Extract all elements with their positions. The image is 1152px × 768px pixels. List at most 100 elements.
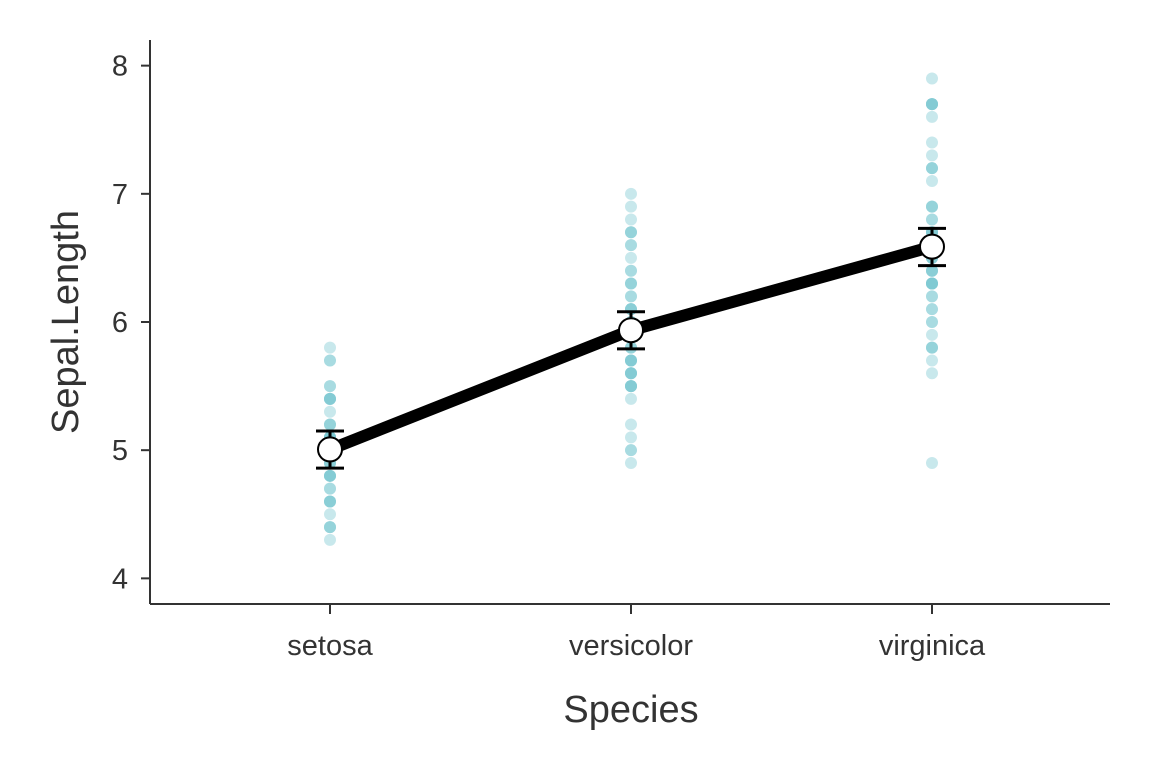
raw-point-virginica <box>926 110 938 123</box>
raw-point-virginica <box>926 290 938 303</box>
raw-point-setosa <box>324 392 336 405</box>
raw-point-versicolor <box>625 251 637 264</box>
x-tick-label-setosa: setosa <box>287 630 373 662</box>
raw-point-virginica <box>926 200 938 213</box>
y-tick-label-6: 6 <box>112 307 128 339</box>
raw-point-setosa <box>324 482 336 495</box>
labels-layer: Species Sepal.Length 4 5 6 7 8 setosa versicol… <box>45 51 986 731</box>
raw-point-versicolor <box>625 380 637 393</box>
raw-point-versicolor <box>625 226 637 239</box>
raw-point-versicolor <box>625 457 637 469</box>
raw-point-virginica <box>926 213 938 226</box>
raw-point-versicolor <box>625 354 637 367</box>
raw-point-virginica <box>926 264 938 277</box>
raw-point-versicolor <box>625 354 637 367</box>
raw-point-versicolor <box>625 277 637 290</box>
mean-points-layer <box>317 233 945 463</box>
x-axis-title: Species <box>563 689 698 731</box>
raw-point-versicolor <box>625 354 637 367</box>
raw-point-versicolor <box>625 290 637 303</box>
raw-point-virginica <box>926 277 938 290</box>
raw-point-virginica <box>926 277 938 290</box>
raw-point-virginica <box>926 200 938 213</box>
raw-point-virginica <box>926 457 938 469</box>
raw-point-versicolor <box>625 380 637 393</box>
raw-point-virginica <box>926 98 938 111</box>
raw-point-setosa <box>324 508 336 521</box>
raw-point-versicolor <box>625 444 637 457</box>
raw-point-setosa <box>324 405 336 418</box>
raw-point-setosa <box>324 392 336 405</box>
raw-point-versicolor <box>625 290 637 303</box>
raw-point-virginica <box>926 98 938 111</box>
raw-point-setosa <box>324 469 336 482</box>
raw-point-setosa <box>324 469 336 482</box>
raw-point-setosa <box>324 392 336 405</box>
raw-point-virginica <box>926 72 938 85</box>
raw-point-virginica <box>926 328 938 341</box>
raw-point-setosa <box>324 521 336 534</box>
raw-point-setosa <box>324 392 336 405</box>
raw-point-setosa <box>324 418 336 431</box>
raw-point-virginica <box>926 264 938 277</box>
raw-point-virginica <box>926 98 938 111</box>
raw-point-setosa <box>324 533 336 546</box>
raw-point-virginica <box>926 341 938 354</box>
raw-point-virginica <box>926 277 938 290</box>
raw-point-virginica <box>926 341 938 354</box>
y-tick-label-4: 4 <box>112 563 128 595</box>
raw-point-virginica <box>926 200 938 213</box>
raw-point-versicolor <box>625 367 637 380</box>
raw-point-virginica <box>926 264 938 277</box>
raw-point-setosa <box>324 469 336 482</box>
raw-point-setosa <box>324 521 336 534</box>
raw-point-virginica <box>926 175 938 187</box>
raw-point-setosa <box>324 495 336 508</box>
raw-point-versicolor <box>625 226 637 239</box>
raw-point-virginica <box>926 98 938 111</box>
raw-point-virginica <box>926 264 938 277</box>
y-tick-label-5: 5 <box>112 435 128 467</box>
raw-point-versicolor <box>625 226 637 239</box>
raw-point-setosa <box>324 418 336 431</box>
raw-point-versicolor <box>625 380 637 393</box>
raw-point-versicolor <box>625 380 637 393</box>
raw-point-virginica <box>926 277 938 290</box>
raw-points-layer <box>324 72 938 546</box>
raw-point-virginica <box>926 213 938 226</box>
raw-point-setosa <box>324 495 336 508</box>
raw-point-versicolor <box>625 264 637 277</box>
axes-layer <box>141 40 1110 614</box>
raw-point-versicolor <box>625 444 637 457</box>
raw-point-versicolor <box>625 239 637 252</box>
raw-point-versicolor <box>625 418 637 431</box>
raw-point-versicolor <box>625 367 637 380</box>
mean-point-virginica <box>919 233 945 260</box>
raw-point-setosa <box>324 495 336 508</box>
raw-point-versicolor <box>625 431 637 444</box>
raw-point-setosa <box>324 469 336 482</box>
raw-point-versicolor <box>625 367 637 380</box>
raw-point-virginica <box>926 98 938 111</box>
raw-point-setosa <box>324 418 336 431</box>
raw-point-virginica <box>926 303 938 316</box>
raw-point-setosa <box>324 354 336 367</box>
x-tick-label-virginica: virginica <box>879 630 986 662</box>
mean-point-versicolor <box>618 317 644 344</box>
raw-point-versicolor <box>625 264 637 277</box>
raw-point-setosa <box>324 469 336 482</box>
raw-point-versicolor <box>625 380 637 393</box>
raw-point-virginica <box>926 149 938 162</box>
raw-point-setosa <box>324 482 336 495</box>
raw-point-setosa <box>324 341 336 354</box>
raw-point-setosa <box>324 495 336 508</box>
y-tick-label-8: 8 <box>112 51 128 83</box>
raw-point-virginica <box>926 290 938 303</box>
raw-point-versicolor <box>625 392 637 405</box>
raw-point-versicolor <box>625 239 637 252</box>
raw-point-versicolor <box>625 213 637 226</box>
raw-point-setosa <box>324 380 336 393</box>
raw-point-virginica <box>926 316 938 328</box>
